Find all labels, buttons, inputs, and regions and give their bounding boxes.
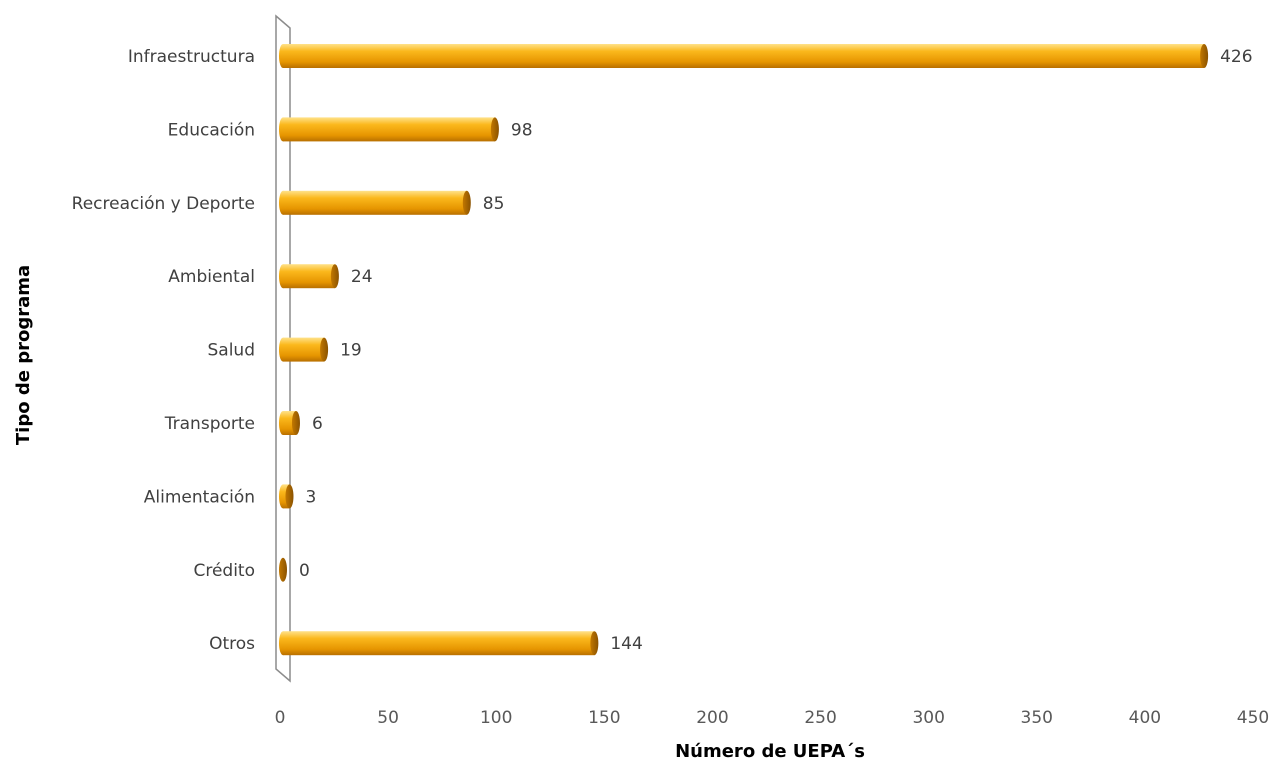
bar-base [279,264,287,289]
bar [279,411,300,435]
category-label: Recreación y Deporte [72,194,255,214]
bar-cap [1200,44,1209,68]
x-tick-label: 200 [696,708,728,728]
value-label: 19 [340,341,362,361]
x-tick-label: 0 [275,708,286,728]
category-label: Otros [209,634,255,654]
category-label: Crédito [193,561,255,581]
x-tick-label: 100 [480,708,512,728]
bar-cap [490,117,499,142]
bar-cap [590,631,599,656]
category-label: Transporte [164,414,255,434]
x-tick-label: 400 [1129,708,1161,728]
bar-base [279,44,287,68]
x-axis-title: Número de UEPA´s [675,741,865,762]
category-label: Alimentación [144,487,255,507]
bar [279,190,471,215]
bar-base [279,484,287,509]
x-tick-label: 300 [912,708,944,728]
bar [279,117,499,142]
bar-base [279,190,287,215]
value-label: 24 [351,267,373,287]
bar-body [283,44,1205,68]
category-label: Ambiental [168,267,255,287]
category-labels: Infraestructura Educación Recreación y Dep… [72,47,255,654]
bar-body [283,337,325,362]
bar [279,337,329,362]
x-tick-label: 250 [804,708,836,728]
bar-cap [285,484,294,509]
bar [279,557,287,582]
value-label: 3 [305,487,316,507]
bar-cap [330,264,339,289]
value-label: 85 [483,194,505,214]
bar-body [283,631,595,656]
bar [279,44,1209,68]
bar-cap [320,337,329,362]
value-label: 0 [299,561,310,581]
value-label: 98 [511,120,533,140]
bar-body [283,264,335,289]
bar-base [279,411,287,435]
bar-body [283,117,495,142]
bar-base [279,337,287,362]
x-tick-label: 350 [1021,708,1053,728]
bar-cap [291,411,300,435]
category-label: Salud [208,341,256,361]
x-tick-label: 150 [588,708,620,728]
value-label: 426 [1220,47,1252,67]
bar-base [279,117,287,142]
axis-wall [275,14,291,683]
bar-cap [462,190,471,215]
category-label: Educación [168,120,255,140]
bar [279,631,599,656]
bar-body [283,190,467,215]
bars-group [279,44,1209,656]
x-tick-labels: 0 50 100 150 200 250 300 350 400 450 [275,708,1270,728]
bar [279,484,294,509]
category-label: Infraestructura [128,47,255,67]
value-label: 6 [312,414,323,434]
x-tick-label: 450 [1237,708,1269,728]
x-tick-label: 50 [377,708,399,728]
y-axis-wall [275,14,291,683]
bar-cap [279,557,287,582]
value-label: 144 [610,634,642,654]
bar [279,264,339,289]
y-axis-title: Tipo de programa [13,265,34,445]
bar-base [279,631,287,656]
value-labels: 426 98 85 24 19 6 3 0 144 [299,47,1253,654]
